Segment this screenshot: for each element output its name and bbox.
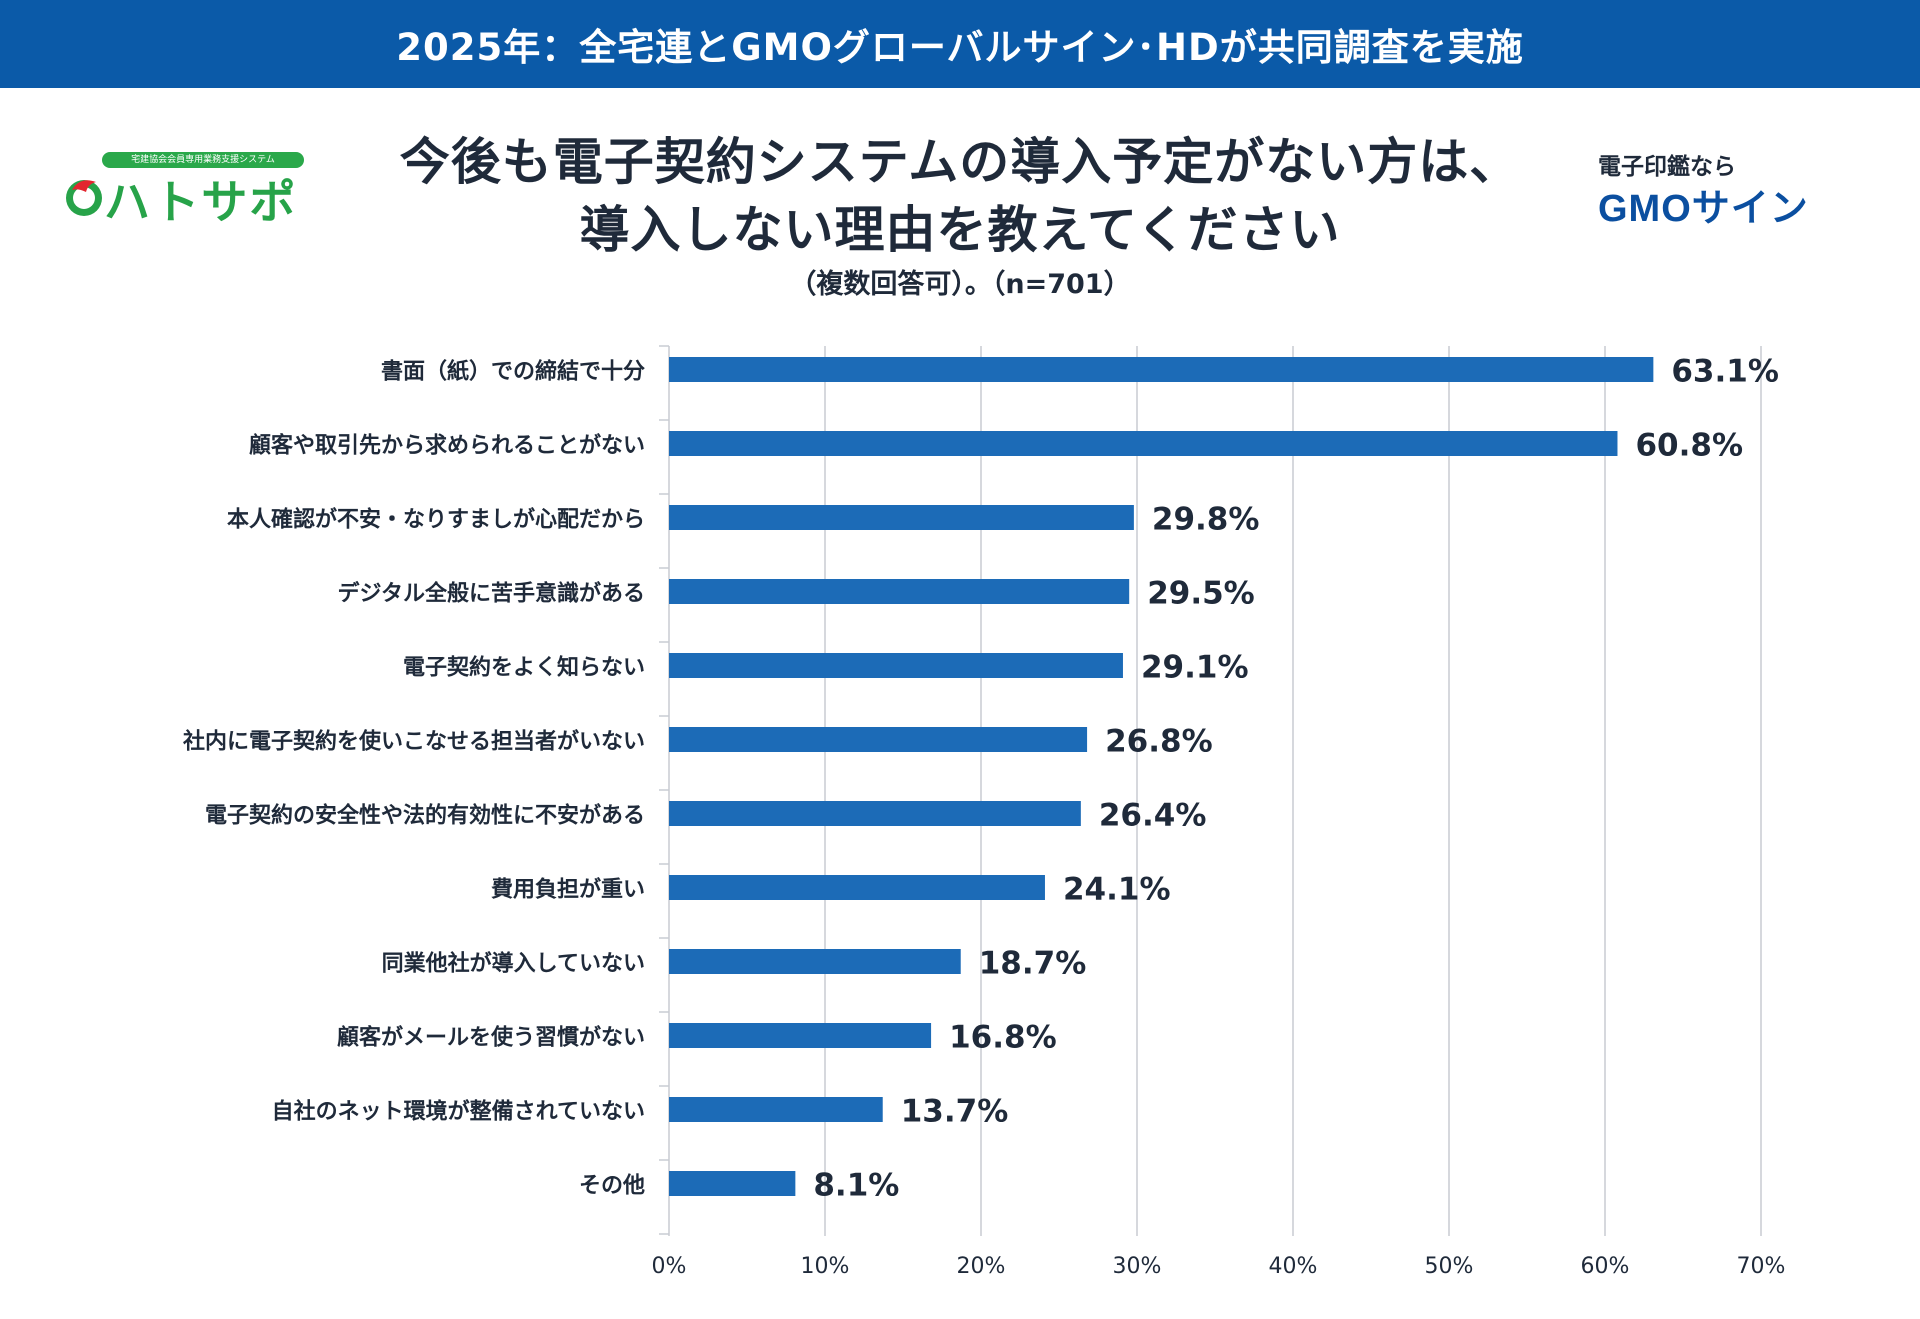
value-label: 29.5% bbox=[1147, 576, 1255, 612]
x-tick-label: 50% bbox=[1425, 1254, 1474, 1279]
header-banner: 2025年：全宅連とGMOグローバルサイン･HDが共同調査を実施 bbox=[0, 0, 1920, 88]
category-label: その他 bbox=[579, 1174, 645, 1199]
x-tick-label: 0% bbox=[652, 1254, 687, 1279]
dove-logo-icon bbox=[66, 180, 102, 216]
category-label: 電子契約をよく知らない bbox=[403, 655, 645, 681]
value-label: 24.1% bbox=[1063, 872, 1171, 908]
value-label: 63.1% bbox=[1671, 354, 1779, 390]
value-label: 60.8% bbox=[1635, 428, 1743, 464]
chart-subtitle: （複数回答可）。（n=701） bbox=[789, 269, 1131, 300]
bar-layer bbox=[669, 357, 1654, 1196]
category-label: 書面（紙）での締結で十分 bbox=[381, 359, 645, 385]
logo-brand: GMOサイン bbox=[1598, 188, 1809, 230]
bar bbox=[669, 357, 1654, 382]
label-layer: 0% 10% 20% 30% 40% 50% 60% 70% 書面（紙）での締結で十分 63.1%… bbox=[183, 354, 1785, 1280]
x-tick-label: 10% bbox=[801, 1254, 850, 1279]
category-label: 同業他社が導入していない bbox=[382, 951, 645, 977]
x-tick-label: 20% bbox=[957, 1254, 1006, 1279]
x-tick-label: 70% bbox=[1737, 1254, 1786, 1279]
category-label: 顧客がメールを使う習慣がない bbox=[337, 1025, 645, 1051]
value-label: 13.7% bbox=[901, 1094, 1009, 1130]
chart-title-line2: 導入しない理由を教えてください bbox=[579, 201, 1341, 259]
hatosapo-logo: 宅建協会会員専用業務支援システム ハトサポ bbox=[62, 150, 304, 229]
category-label: 自社のネット環境が整備されていない bbox=[272, 1099, 645, 1125]
value-label: 8.1% bbox=[813, 1168, 899, 1204]
x-tick-label: 30% bbox=[1113, 1254, 1162, 1279]
bar bbox=[669, 1171, 796, 1196]
value-label: 29.8% bbox=[1152, 502, 1260, 538]
bar bbox=[669, 579, 1130, 604]
gmo-sign-logo: 電子印鑑なら GMOサイン bbox=[1598, 147, 1878, 230]
category-label: 費用負担が重い bbox=[491, 877, 645, 903]
value-label: 16.8% bbox=[949, 1020, 1057, 1056]
category-label: 本人確認が不安・なりすましが心配だから bbox=[227, 507, 645, 533]
value-label: 26.4% bbox=[1099, 798, 1207, 834]
x-tick-label: 60% bbox=[1581, 1254, 1630, 1279]
logo-tagline: 宅建協会会員専用業務支援システム bbox=[102, 152, 304, 168]
category-label: 電子契約の安全性や法的有効性に不安がある bbox=[205, 803, 645, 829]
grid-layer bbox=[659, 345, 1762, 1236]
x-tick-label: 40% bbox=[1269, 1254, 1318, 1279]
value-label: 29.1% bbox=[1141, 650, 1249, 686]
logo-prefix: 電子印鑑なら bbox=[1598, 154, 1736, 180]
bar bbox=[669, 727, 1088, 752]
bar bbox=[669, 431, 1618, 456]
bar bbox=[669, 653, 1123, 678]
chart-title-line1: 今後も電子契約システムの導入予定がない方は、 bbox=[399, 133, 1521, 191]
bar bbox=[669, 801, 1081, 826]
bar bbox=[669, 1097, 883, 1122]
bar bbox=[669, 1023, 932, 1048]
bar bbox=[669, 949, 961, 974]
value-label: 26.8% bbox=[1105, 724, 1213, 760]
bar bbox=[669, 505, 1134, 530]
value-label: 18.7% bbox=[979, 946, 1087, 982]
bar bbox=[669, 875, 1045, 900]
category-label: 顧客や取引先から求められることがない bbox=[249, 433, 645, 459]
category-label: 社内に電子契約を使いこなせる担当者がいない bbox=[183, 729, 645, 755]
logo-name: ハトサポ bbox=[104, 175, 298, 229]
category-label: デジタル全般に苦手意識がある bbox=[337, 581, 645, 607]
